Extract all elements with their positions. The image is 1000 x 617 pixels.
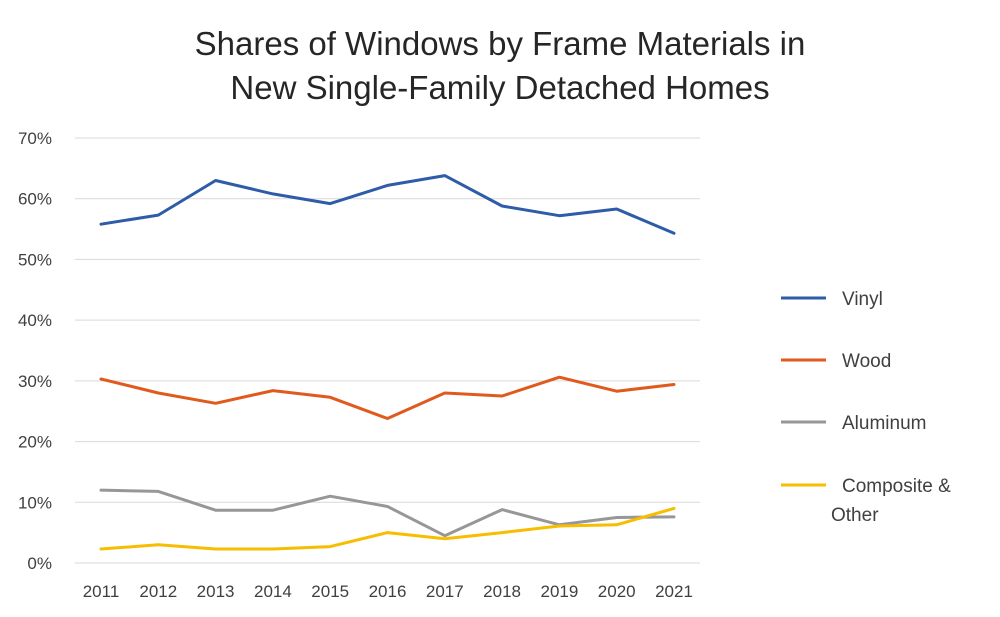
x-tick-label: 2021 xyxy=(655,582,693,601)
y-tick-label: 70% xyxy=(18,129,52,148)
series-lines xyxy=(99,174,676,551)
x-tick-label: 2017 xyxy=(426,582,464,601)
x-tick-label: 2019 xyxy=(540,582,578,601)
y-tick-label: 20% xyxy=(18,433,52,452)
legend-label-1: Wood xyxy=(842,351,891,372)
x-tick-label: 2016 xyxy=(369,582,407,601)
y-tick-label: 60% xyxy=(18,190,52,209)
chart-title-line-1: Shares of Windows by Frame Materials in xyxy=(194,25,806,62)
legend-label-3-line-1: Composite & xyxy=(842,476,951,497)
x-tick-label: 2015 xyxy=(311,582,349,601)
x-tick-label: 2014 xyxy=(254,582,292,601)
x-tick-label: 2012 xyxy=(139,582,177,601)
chart-title-line-2: New Single-Family Detached Homes xyxy=(230,69,770,106)
chart-title: Shares of Windows by Frame Materials in … xyxy=(0,22,1000,110)
y-tick-label: 50% xyxy=(18,250,52,269)
series-line-0 xyxy=(99,174,676,235)
y-tick-label: 0% xyxy=(27,554,52,573)
y-tick-label: 30% xyxy=(18,372,52,391)
x-tick-label: 2013 xyxy=(197,582,235,601)
y-axis-tick-labels: 0% 10% 20% 30% 40% 50% 60% 70% xyxy=(18,129,52,573)
x-axis-tick-labels: 2011 2012 2013 2014 2015 2016 2017 2018 2019 2020… xyxy=(83,582,693,601)
series-line-1 xyxy=(99,375,676,420)
legend: Vinyl Wood Aluminum Composite & Other xyxy=(781,289,951,526)
legend-label-2: Aluminum xyxy=(842,413,926,434)
legend-label-0: Vinyl xyxy=(842,289,883,310)
legend-label-3-line-2: Other xyxy=(831,505,879,526)
gridlines xyxy=(75,137,700,564)
x-tick-label: 2011 xyxy=(83,582,120,601)
y-tick-label: 40% xyxy=(18,311,52,330)
y-tick-label: 10% xyxy=(18,493,52,512)
series-line-3 xyxy=(99,506,676,551)
series-line-2 xyxy=(99,488,676,538)
x-tick-label: 2020 xyxy=(598,582,636,601)
x-tick-label: 2018 xyxy=(483,582,521,601)
